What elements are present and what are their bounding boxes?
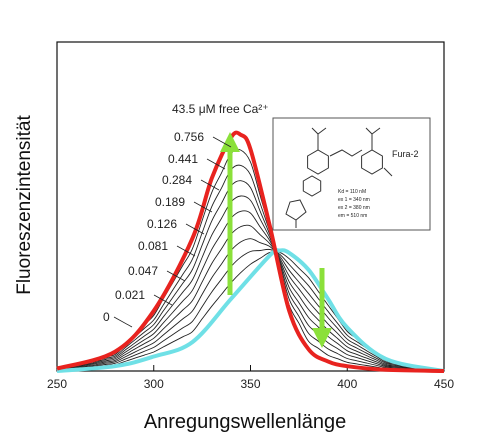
intermediate-spectrum-line: [56, 238, 445, 372]
zero-calcium-spectrum-line: [56, 248, 445, 373]
concentration-label: 0.081: [138, 239, 168, 253]
inset-property-text: ex 2 = 380 nm: [338, 205, 370, 211]
x-tick-label: 350: [240, 377, 260, 391]
concentration-label: 0.189: [155, 195, 185, 209]
label-leader-line: [200, 179, 220, 191]
label-leader-line: [185, 223, 205, 235]
concentration-labels: 43.5 μM free Ca²⁺ 0.756 0.441 0.284 0.189 0.1…: [103, 102, 269, 328]
inset-property-text: ex 1 = 340 nm: [338, 197, 370, 203]
intermediate-spectrum-line: [56, 210, 445, 372]
x-tick-label: 400: [337, 377, 357, 391]
bapta-arm-right-b: [371, 127, 381, 135]
label-leader-line: [206, 158, 226, 170]
x-tick-label: 450: [434, 377, 454, 391]
ether-bridge: [329, 149, 363, 157]
benzene-ring-right: [361, 149, 383, 175]
oxazole-ring: [285, 199, 307, 221]
benzene-ring-left: [307, 149, 329, 175]
x-tick-label: 300: [144, 377, 164, 391]
plot-area: 250 300 350 400 450: [47, 41, 454, 391]
fura2-inset: Fura-2 Kd = 110 nM ex 1 = 340 nm ex 2 = 380…: [272, 117, 431, 231]
intermediate-spectrum-line: [56, 224, 445, 372]
concentration-label: 0.756: [174, 130, 204, 144]
inset-property-text: em = 510 nm: [338, 213, 367, 219]
inset-dye-label: Fura-2: [392, 149, 419, 159]
label-leader-line: [113, 316, 133, 328]
x-tick-label: 250: [47, 377, 67, 391]
label-leader-line: [166, 270, 186, 282]
concentration-label: 0.047: [128, 264, 158, 278]
high-calcium-spectrum-line: [56, 130, 445, 373]
up-arrow-head: [220, 132, 240, 152]
label-leader-line: [212, 136, 232, 148]
intermediate-spectrum-line: [56, 180, 445, 372]
y-axis-title: Fluoreszenzintensität: [14, 115, 35, 295]
intermediate-spectrum-line: [56, 195, 445, 372]
label-leader-line: [193, 201, 213, 213]
spectra-curves: [56, 130, 445, 373]
concentration-label: 0.284: [162, 173, 192, 187]
benzofuran-ring: [302, 175, 322, 197]
methyl-stem: [383, 167, 393, 177]
calcium-header-label: 43.5 μM free Ca²⁺: [172, 102, 269, 116]
bapta-arm-left-b: [317, 127, 327, 135]
concentration-label: 0: [103, 310, 110, 324]
label-leader-line: [153, 294, 173, 306]
x-axis-title: Anregungswellenlänge: [144, 411, 346, 433]
concentration-label: 0.441: [168, 152, 198, 166]
concentration-label: 0.021: [115, 288, 145, 302]
concentration-label: 0.126: [147, 217, 177, 231]
molecule-drawing: [285, 127, 393, 228]
down-arrow-head: [312, 328, 332, 348]
inset-property-text: Kd = 110 nM: [338, 189, 366, 195]
label-leader-line: [176, 245, 196, 257]
inset-box: [272, 117, 431, 231]
